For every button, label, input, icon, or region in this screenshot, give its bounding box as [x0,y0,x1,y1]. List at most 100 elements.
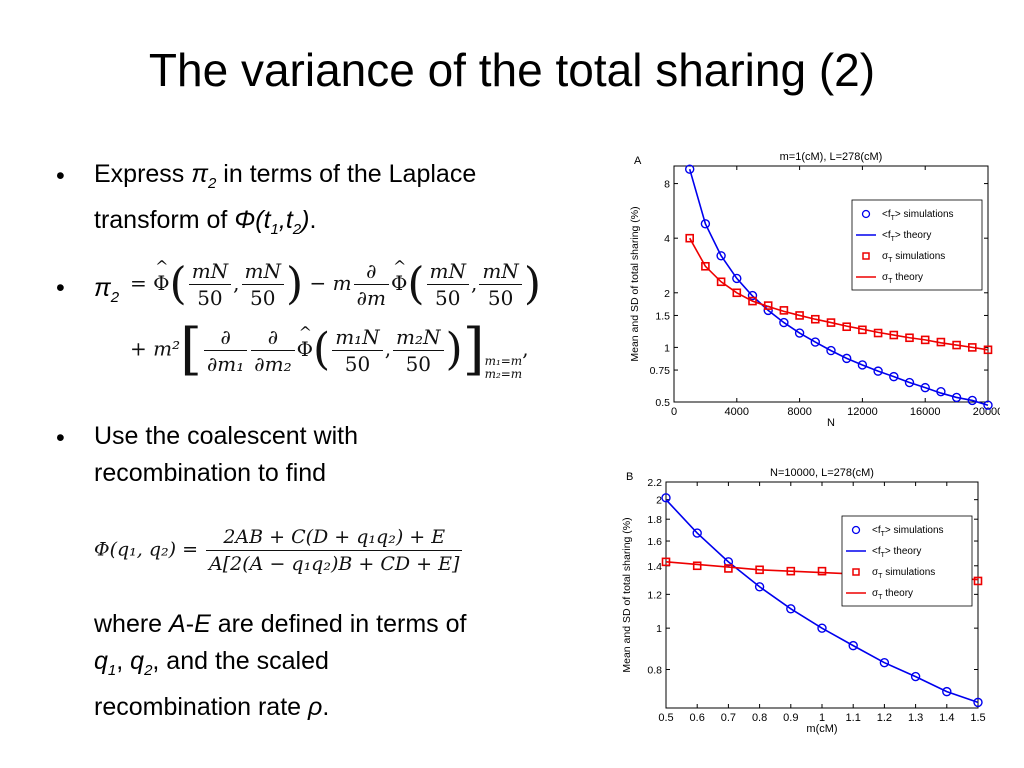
data-point-circle [817,623,827,633]
bracket-left: [ [180,317,202,382]
paren-right: ) [286,258,304,310]
bullet-text-laplace: Express π2 in terms of the Laplace trans… [94,156,534,248]
eval-conditions: m₁=m m₂=m [485,354,523,381]
x-tick-label: 4000 [725,406,749,418]
data-point-circle [810,337,821,347]
chart-title: N=10000, L=278(cM) [770,467,874,479]
paren-left: ( [169,258,187,310]
legend-entry-label: σT simulations [882,251,945,264]
where-q1-sub: 1 [107,662,117,679]
legend-entry-label: σT simulations [872,567,935,580]
phi-glyph: Φ [390,271,408,295]
bullet3-line2: recombination to find [94,459,327,487]
x-tick-label: 16000 [910,406,941,418]
bullet1-period: . [309,206,317,234]
t1-subscript: 1 [270,221,279,238]
data-point-circle [920,382,930,393]
data-point-circle [684,164,695,174]
pi-symbol: π [94,274,111,302]
where-q2: q [130,647,145,675]
paren-left: ( [313,324,331,375]
y-tick-label: 1.6 [647,536,662,548]
bullet2-pi-label: π2 [94,270,134,316]
eq-comma: , [233,271,240,295]
data-point-circle [747,290,758,301]
y-tick-label: 1.2 [647,589,662,601]
y-tick-label: 8 [664,179,670,191]
y-tick-label: 2 [664,288,670,300]
bullet-text-coalescent: Use the coalescent with recombination to… [94,418,534,492]
fraction: mN 50 [188,258,232,311]
legend-entry-label: σT theory [882,272,923,285]
phi-lhs: Φ(q₁, q₂) = [94,538,198,561]
x-tick-label: 0.5 [658,712,673,724]
pi-subscript: 2 [110,289,120,306]
phi-symbol: Φ(t [234,206,271,234]
data-point-circle [661,493,671,503]
where-rho: ρ [308,693,323,721]
x-tick-label: 0 [671,406,677,418]
data-point-circle [786,604,796,614]
frac-den: ∂m₁ [206,351,245,376]
x-tick-label: 0.8 [752,712,767,724]
x-tick-label: 1.5 [970,712,985,724]
y-tick-label: 2 [656,495,662,507]
fraction: m₂N 50 [393,324,444,377]
x-tick-label: 1.3 [908,712,923,724]
phi-glyph: Φ [153,271,170,295]
fraction: mN 50 [479,258,522,311]
x-tick-label: 1.2 [877,712,892,724]
data-point-circle [732,273,742,284]
phi-hat: Φ [390,257,408,295]
bullet1-line1-a: Express [94,160,192,188]
frac-num: ∂ [251,324,295,351]
frac-num: m₁N [332,324,383,351]
fraction-derivative: ∂ ∂m [353,258,389,311]
x-tick-label: 0.6 [690,712,705,724]
where-q2-sub: 2 [144,662,153,679]
data-point-circle [973,697,983,708]
data-point-circle [983,400,993,410]
frac-den: 50 [435,286,461,310]
data-point-square [732,288,742,298]
bullet-marker: • [56,274,65,302]
data-point-circle [692,528,702,538]
y-tick-label: 0.75 [650,365,671,377]
where-dash: - [185,610,195,638]
y-tick-label: 0.8 [647,665,662,677]
legend-marker-square [862,252,870,260]
where-w2: are defined in terms of [210,610,467,638]
phi-hat: Φ [297,323,313,361]
x-tick-label: 12000 [847,406,878,418]
y-tick-label: 0.5 [655,397,670,409]
bullet1-line2-a: transform of [94,206,235,234]
data-point-circle [723,557,734,567]
frac-den: ∂m₂ [254,351,292,376]
phi-denominator: A[2(A − q₁q₂)B + CD + E] [209,553,460,575]
pi-subscript: 2 [208,175,217,192]
bullet-marker: • [56,162,65,190]
data-point-square [716,277,726,287]
t2-subscript: 2 [292,221,302,238]
data-point-square [701,261,710,271]
fraction: mN 50 [426,258,469,311]
chart-title: m=1(cM), L=278(cM) [780,151,883,163]
y-tick-label: 4 [664,233,670,245]
data-point-square [724,564,733,573]
legend-entry-label: σT theory [872,588,913,601]
where-E: E [194,610,211,638]
slide-title: The variance of the total sharing (2) [148,44,876,96]
frac-den: 50 [487,286,514,310]
fraction-derivative: ∂ ∂m₂ [251,324,295,377]
where-sep: , [116,647,131,675]
legend-marker-circle [861,209,871,219]
phi-formula: Φ(q₁, q₂) = 2AB + C(D + q₁q₂) + E A[2(A −… [94,524,464,577]
y-tick-label: 1.5 [655,310,670,322]
paren-left: ( [407,258,425,310]
series-line [689,237,989,351]
panel-label: A [634,155,642,167]
y-tick-label: 1.4 [647,561,662,573]
x-tick-label: 0.9 [783,712,798,724]
x-tick-label: 1.1 [846,712,861,724]
data-point-square [973,576,983,586]
